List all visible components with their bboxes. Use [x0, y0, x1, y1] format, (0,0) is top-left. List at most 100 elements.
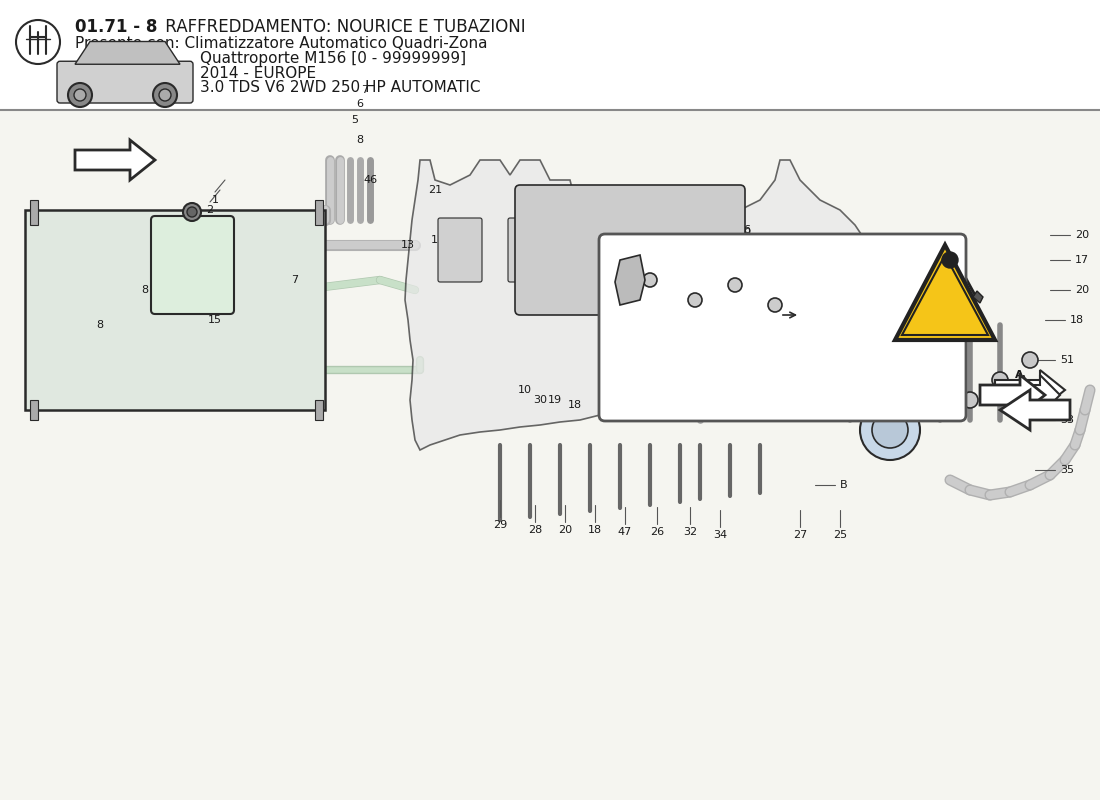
Circle shape [768, 298, 782, 312]
FancyBboxPatch shape [847, 317, 907, 368]
Text: 21: 21 [428, 185, 442, 195]
Polygon shape [974, 291, 983, 303]
Circle shape [74, 89, 86, 101]
Text: 11: 11 [708, 220, 722, 230]
FancyBboxPatch shape [508, 218, 552, 282]
Text: 30: 30 [534, 395, 547, 405]
Text: 3.0 TDS V6 2WD 250 HP AUTOMATIC: 3.0 TDS V6 2WD 250 HP AUTOMATIC [200, 81, 481, 95]
Circle shape [962, 392, 978, 408]
Text: 46: 46 [363, 175, 377, 185]
Circle shape [160, 89, 170, 101]
Circle shape [728, 278, 743, 292]
Polygon shape [980, 375, 1045, 415]
Circle shape [183, 203, 201, 221]
Text: 10: 10 [518, 385, 532, 395]
Text: 18: 18 [587, 525, 602, 535]
Text: 20: 20 [1075, 230, 1089, 240]
Polygon shape [1000, 390, 1070, 430]
Text: 31: 31 [673, 225, 688, 235]
Text: 44: 44 [613, 310, 627, 320]
FancyBboxPatch shape [515, 185, 745, 315]
Text: 28: 28 [528, 525, 542, 535]
FancyBboxPatch shape [0, 0, 1100, 110]
Text: B: B [650, 240, 659, 250]
Circle shape [872, 412, 908, 448]
Text: A: A [802, 310, 811, 320]
Text: 19: 19 [548, 395, 562, 405]
Text: 24: 24 [773, 355, 788, 365]
Text: 45: 45 [632, 390, 647, 400]
Text: 29: 29 [493, 520, 507, 530]
Text: 7: 7 [362, 85, 369, 95]
Polygon shape [1000, 375, 1060, 415]
Text: 47: 47 [618, 527, 632, 537]
Text: 51: 51 [1060, 355, 1074, 365]
Bar [25, 210, 324, 410]
Text: 18: 18 [568, 400, 582, 410]
Polygon shape [996, 370, 1065, 410]
Text: 41: 41 [933, 310, 947, 320]
Circle shape [644, 273, 657, 287]
Text: 26: 26 [650, 527, 664, 537]
Text: 2: 2 [207, 205, 213, 215]
Text: 44: 44 [768, 325, 782, 335]
Circle shape [992, 372, 1008, 388]
Text: 32: 32 [683, 527, 697, 537]
Circle shape [1022, 352, 1038, 368]
Text: Quattroporte M156 [0 - 99999999]: Quattroporte M156 [0 - 99999999] [200, 50, 466, 66]
Text: 12: 12 [431, 235, 446, 245]
Text: A: A [1015, 370, 1024, 380]
Polygon shape [902, 255, 988, 335]
Text: 18: 18 [1070, 315, 1085, 325]
Circle shape [942, 252, 958, 268]
Text: 16: 16 [461, 235, 475, 245]
Text: 4: 4 [221, 265, 229, 275]
Text: 20: 20 [558, 525, 572, 535]
Text: 33: 33 [1060, 415, 1074, 425]
Text: 2014 - EUROPE: 2014 - EUROPE [200, 66, 316, 81]
Polygon shape [75, 42, 180, 64]
Bar [315, 400, 323, 420]
Text: 43: 43 [642, 227, 657, 237]
Text: 17: 17 [1075, 255, 1089, 265]
Bar [30, 400, 38, 420]
Text: RAFFREDDAMENTO: NOURICE E TUBAZIONI: RAFFREDDAMENTO: NOURICE E TUBAZIONI [160, 18, 526, 36]
Text: B: B [840, 480, 848, 490]
Bar [315, 200, 323, 225]
Text: 23: 23 [613, 380, 627, 390]
Text: A: A [1020, 375, 1027, 385]
Circle shape [187, 207, 197, 217]
Text: 25: 25 [833, 530, 847, 540]
Text: 6: 6 [356, 99, 363, 109]
Text: 8: 8 [356, 135, 364, 145]
FancyBboxPatch shape [600, 234, 966, 421]
Polygon shape [75, 140, 155, 180]
Circle shape [688, 293, 702, 307]
Text: 35: 35 [1060, 465, 1074, 475]
Text: 16: 16 [738, 225, 752, 235]
Text: 1: 1 [211, 195, 219, 205]
FancyBboxPatch shape [438, 218, 482, 282]
Polygon shape [895, 245, 996, 340]
FancyBboxPatch shape [648, 218, 692, 282]
Bar [30, 200, 38, 225]
Text: 20: 20 [1075, 285, 1089, 295]
Text: 14: 14 [688, 220, 702, 230]
Text: 34: 34 [713, 530, 727, 540]
Polygon shape [615, 255, 645, 305]
Text: 27: 27 [793, 530, 807, 540]
Text: 8: 8 [97, 320, 103, 330]
Text: Presente con: Climatizzatore Automatico Quadri-Zona: Presente con: Climatizzatore Automatico … [75, 35, 487, 50]
Text: 40: 40 [738, 227, 752, 237]
FancyBboxPatch shape [151, 216, 234, 314]
Circle shape [860, 400, 920, 460]
Polygon shape [405, 160, 865, 450]
Circle shape [68, 83, 92, 107]
Text: 15: 15 [208, 315, 222, 325]
Text: 5: 5 [352, 115, 359, 125]
Circle shape [153, 83, 177, 107]
Text: 13: 13 [402, 240, 415, 250]
FancyBboxPatch shape [57, 62, 192, 103]
Text: 22: 22 [813, 335, 827, 345]
Text: 19: 19 [642, 385, 657, 395]
